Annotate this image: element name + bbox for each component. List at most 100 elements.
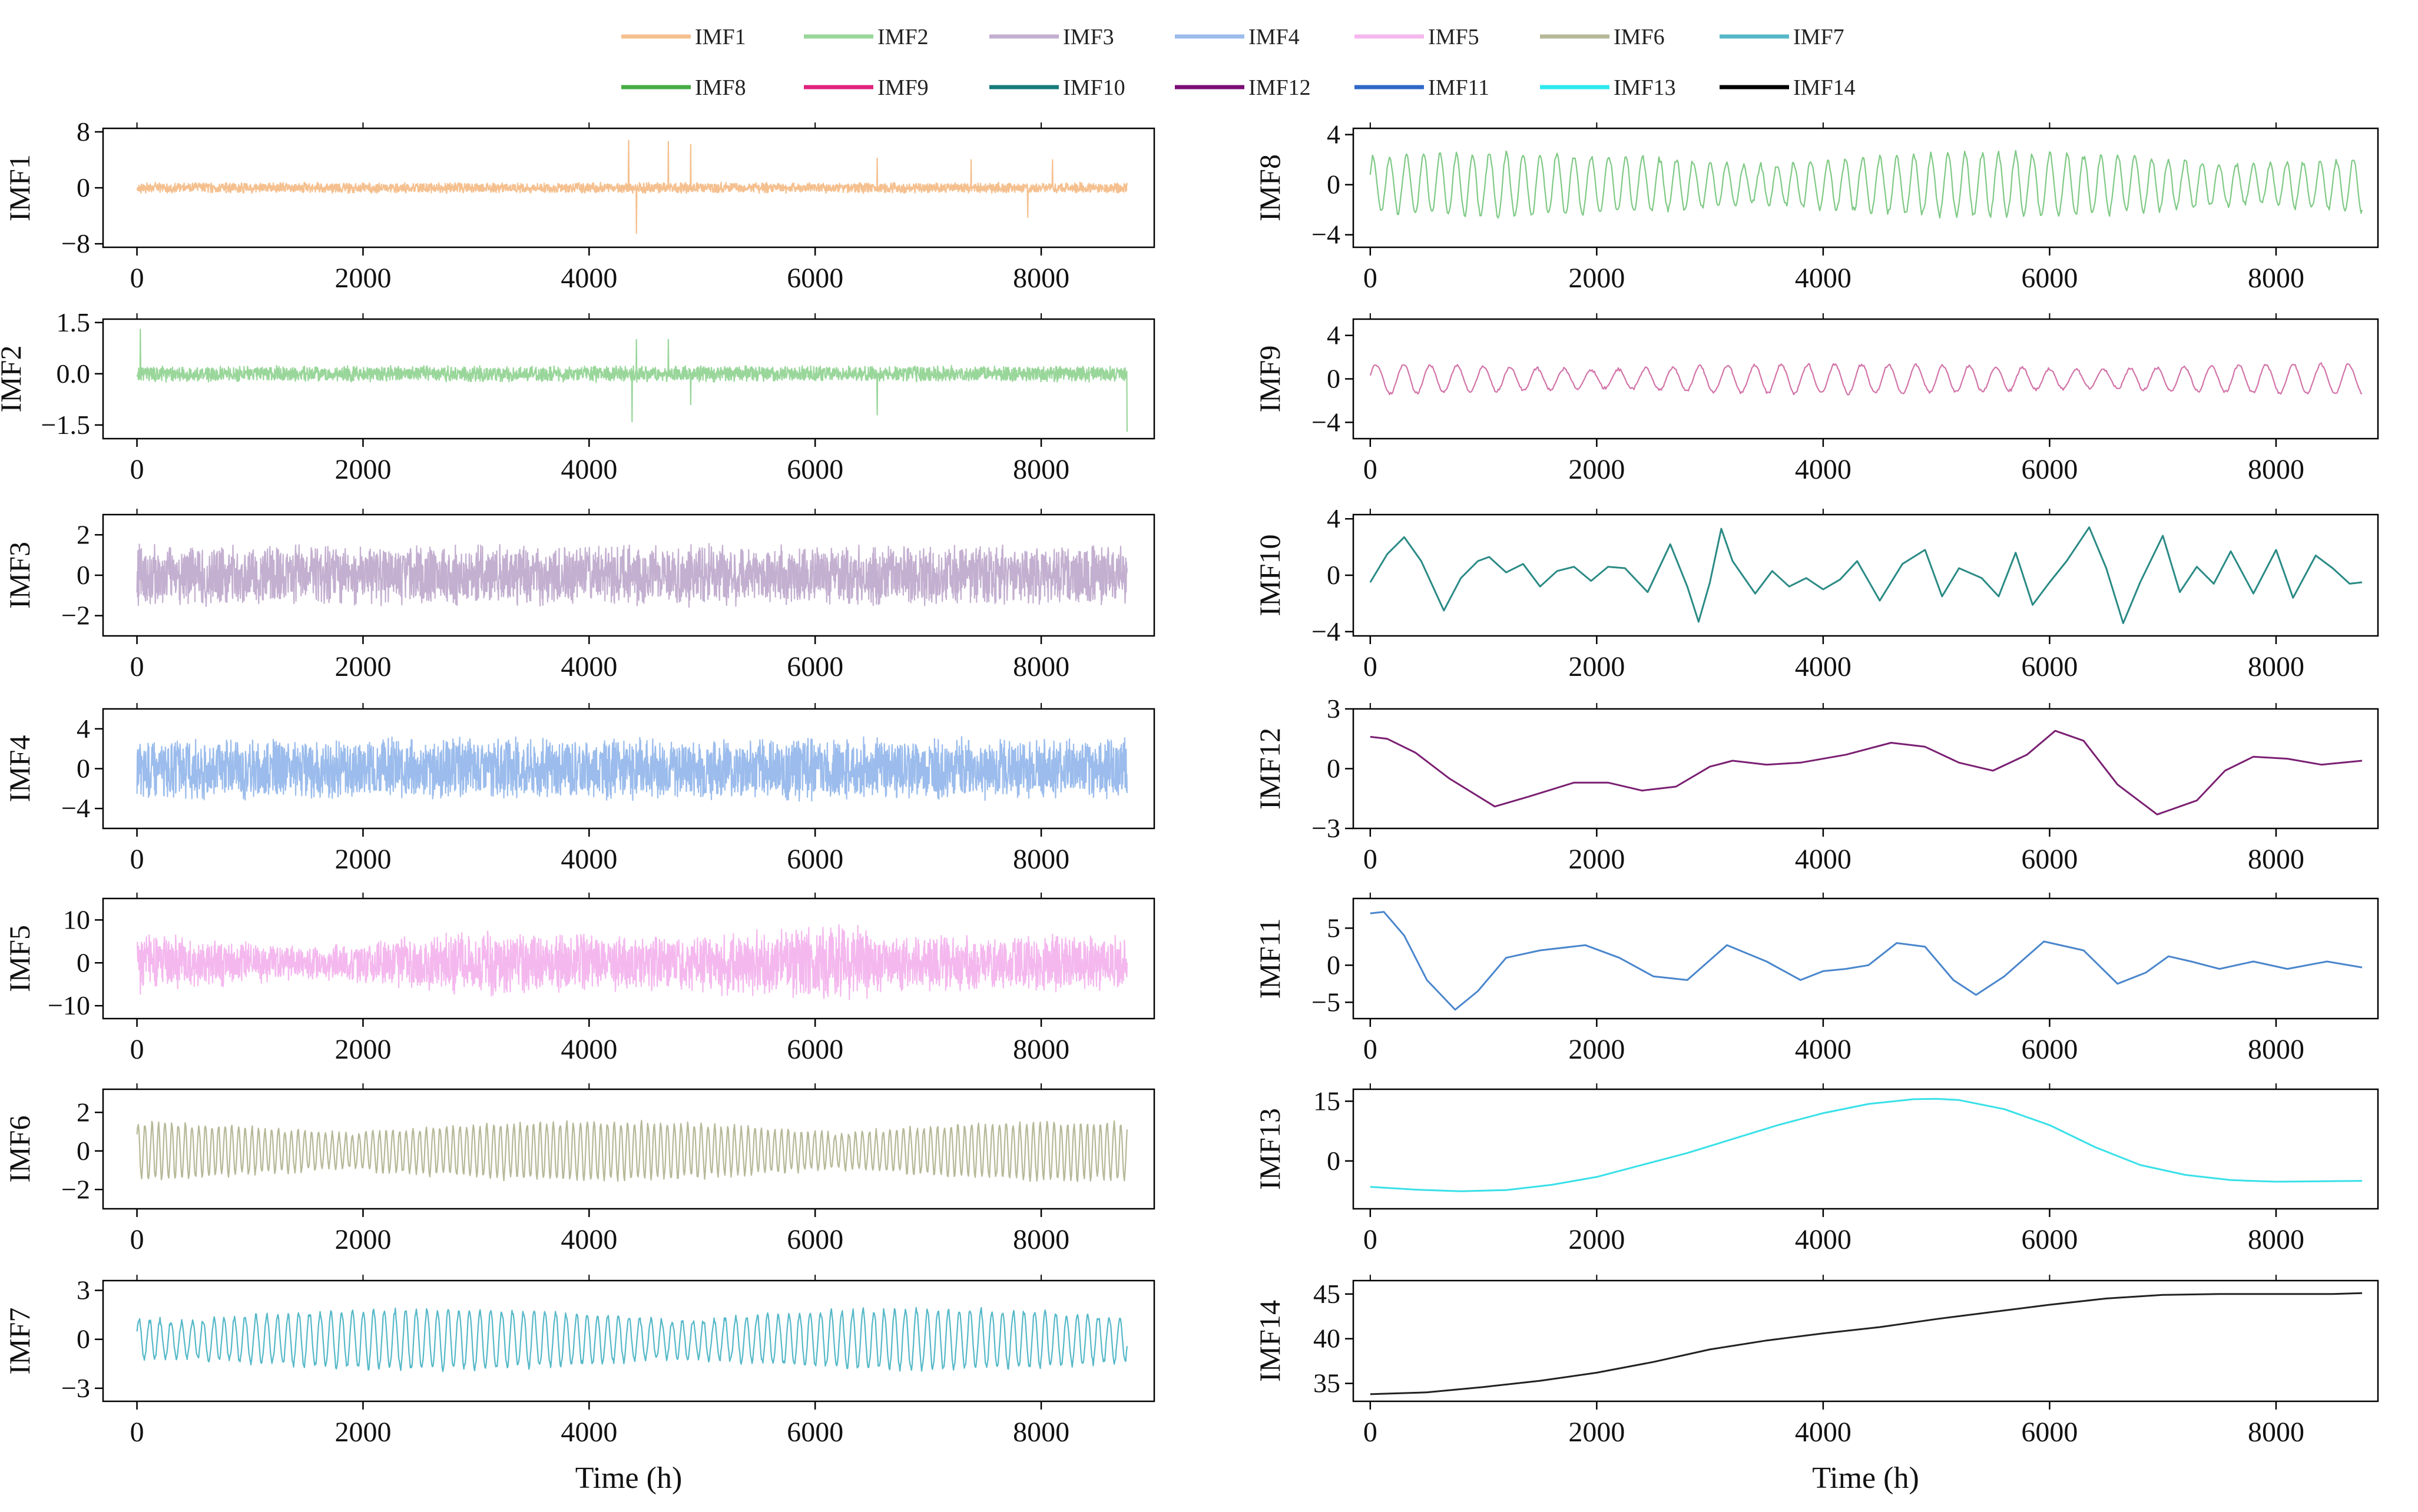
plot-frame [1352,1279,2379,1402]
panel-imf6: 0 2000 4000 6000 8000 2 0 −2 IMF6 [3,1083,1155,1255]
x-tick-label: 4000 [561,1224,617,1255]
legend-entry-imf2: IMF2 [804,25,929,49]
panel-imf1: 0 2000 4000 6000 8000 8 0 −8 IMF1 [3,117,1155,294]
y-tick-label: 0 [77,560,90,590]
legend-label: IMF8 [695,75,746,100]
y-axis-label: IMF14 [1253,1300,1286,1382]
series-line-imf14 [1370,1292,2363,1395]
x-tick-label: 8000 [1013,651,1069,682]
legend-label: IMF7 [1793,25,1844,49]
y-axis-label: IMF5 [3,925,36,992]
x-tick-label: 6000 [787,454,843,485]
legend-label: IMF13 [1614,75,1676,100]
panel-imf4: 0 2000 4000 6000 8000 4 0 −4 IMF4 [3,703,1155,875]
y-tick-label: 4 [1327,120,1340,150]
x-tick-label: 8000 [2248,454,2304,485]
y-tick-label: 2 [77,1097,90,1127]
x-tick-label: 2000 [1568,1034,1625,1065]
y-tick-label: 8 [77,117,90,147]
x-tick-label: 0 [1363,454,1377,485]
legend: IMF1 IMF2 IMF3 IMF4 IMF5 IMF6 IMF7 IMF8 IMF9 IMF1… [621,25,1856,100]
legend-label: IMF9 [877,75,929,100]
y-tick-label: −3 [1311,813,1340,843]
x-tick-label: 0 [1363,651,1377,682]
x-tick-label: 0 [130,1224,144,1255]
y-axis-label: IMF2 [0,346,27,413]
x-tick-label: 2000 [1568,651,1625,682]
panel-imf11: 0 2000 4000 6000 8000 5 0 −5 IMF11 [1253,893,2379,1065]
x-tick-label: 6000 [787,651,843,682]
plot-frame [1352,708,2379,830]
y-tick-label: 0.0 [57,359,91,389]
y-axis-label: IMF8 [1253,154,1286,221]
x-tick-label: 8000 [1013,454,1069,485]
panel-imf5: 0 2000 4000 6000 8000 10 0 −10 IMF5 [3,893,1155,1065]
panel-imf7: 0 2000 4000 6000 8000 3 0 −3 IMF7 Time (h) [3,1275,1155,1495]
x-tick-label: 4000 [561,844,617,875]
y-tick-label: −5 [1311,987,1340,1017]
y-tick-label: 0 [1327,560,1340,590]
series-line-imf1 [136,140,1128,234]
y-tick-label: 0 [77,947,90,977]
y-axis-label: IMF12 [1253,728,1286,810]
x-tick-label: 6000 [787,263,843,294]
plot-frame [1352,318,2379,440]
x-tick-label: 4000 [561,1417,617,1448]
x-tick-label: 4000 [1795,1224,1851,1255]
x-tick-label: 4000 [1795,651,1851,682]
legend-label: IMF11 [1428,75,1489,100]
x-tick-label: 2000 [334,454,391,485]
x-tick-label: 6000 [2021,1417,2078,1448]
series-line-imf9 [1369,362,2363,396]
x-tick-label: 4000 [561,454,617,485]
plot-frame [1352,1088,2379,1210]
x-tick-label: 6000 [787,1417,843,1448]
x-tick-label: 8000 [2248,1224,2304,1255]
x-tick-label: 2000 [334,1224,391,1255]
series-line-imf10 [1369,526,2363,624]
y-tick-label: −4 [1311,407,1340,437]
y-tick-label: −8 [61,228,90,258]
series-line-imf6 [136,1119,1128,1182]
series-line-imf2 [136,329,1128,432]
x-tick-label: 0 [1363,1034,1377,1065]
x-tick-label: 4000 [1795,844,1851,875]
x-tick-label: 8000 [1013,844,1069,875]
series-line-imf4 [136,736,1128,802]
y-tick-label: 40 [1313,1324,1340,1354]
y-tick-label: 10 [63,904,90,934]
y-tick-label: 0 [1327,1146,1340,1176]
x-tick-label: 2000 [1568,454,1625,485]
x-tick-label: 2000 [334,1034,391,1065]
legend-entry-imf8: IMF8 [621,75,746,100]
x-tick-label: 6000 [2021,651,2078,682]
y-axis-label: IMF6 [3,1116,36,1183]
x-tick-label: 0 [1363,844,1377,875]
x-tick-label: 4000 [1795,454,1851,485]
x-tick-label: 4000 [561,1034,617,1065]
legend-entry-imf14: IMF14 [1720,75,1856,100]
x-tick-label: 4000 [1795,263,1851,294]
y-tick-label: −10 [48,990,90,1020]
series-line-imf7 [136,1307,1128,1372]
y-tick-label: 2 [77,519,90,549]
series-line-imf12 [1370,730,2363,815]
x-axis-label: Time (h) [575,1461,683,1495]
legend-label: IMF5 [1428,25,1479,49]
y-tick-label: −4 [61,793,90,823]
x-tick-label: 6000 [2021,1034,2078,1065]
legend-entry-imf7: IMF7 [1720,25,1844,49]
y-axis-label: IMF3 [3,542,36,609]
y-tick-label: 0 [77,173,90,203]
legend-label: IMF12 [1248,75,1311,100]
x-tick-label: 8000 [1013,1224,1069,1255]
y-tick-label: 0 [77,1136,90,1166]
x-tick-label: 0 [130,1034,144,1065]
y-tick-label: −2 [61,601,90,631]
y-tick-label: 4 [77,714,90,744]
y-tick-label: 5 [1327,913,1340,943]
y-tick-label: −4 [1311,616,1340,646]
legend-entry-imf1: IMF1 [621,25,746,49]
legend-entry-imf9: IMF9 [804,75,929,100]
x-tick-label: 4000 [1795,1034,1851,1065]
